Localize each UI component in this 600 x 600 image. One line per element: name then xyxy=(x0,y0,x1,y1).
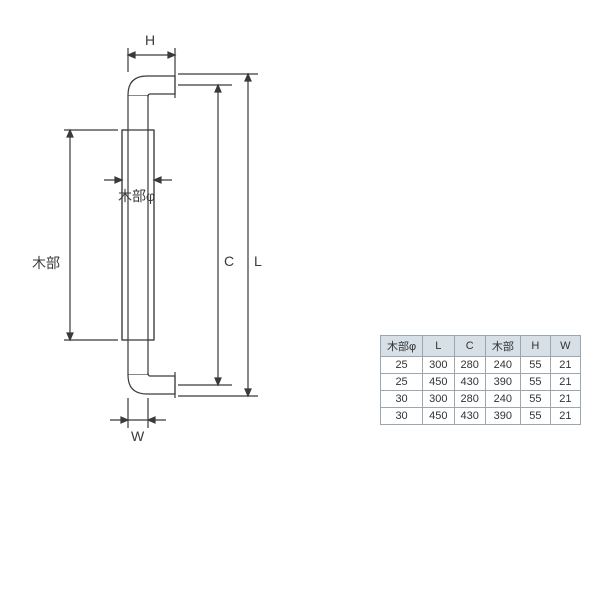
col-phi: 木部φ xyxy=(381,336,423,357)
col-mokubu: 木部 xyxy=(485,336,520,357)
table-row: 25 450 430 390 55 21 xyxy=(381,374,581,391)
label-L: L xyxy=(254,253,262,269)
spec-table: 木部φ L C 木部 H W 25 300 280 240 55 21 25 4… xyxy=(380,335,581,425)
label-phi: 木部φ xyxy=(118,186,155,206)
table-row: 25 300 280 240 55 21 xyxy=(381,357,581,374)
col-C: C xyxy=(454,336,485,357)
table-row: 30 300 280 240 55 21 xyxy=(381,391,581,408)
label-W: W xyxy=(131,428,144,444)
label-mokubu: 木部 xyxy=(32,253,60,273)
drawing-canvas: H 木部φ 木部 C L W xyxy=(0,0,600,600)
label-C: C xyxy=(224,253,234,269)
label-H: H xyxy=(145,32,155,48)
col-W: W xyxy=(550,336,580,357)
col-L: L xyxy=(423,336,454,357)
col-H: H xyxy=(520,336,550,357)
table-row: 30 450 430 390 55 21 xyxy=(381,408,581,425)
handle-diagram xyxy=(0,0,600,600)
table-header-row: 木部φ L C 木部 H W xyxy=(381,336,581,357)
